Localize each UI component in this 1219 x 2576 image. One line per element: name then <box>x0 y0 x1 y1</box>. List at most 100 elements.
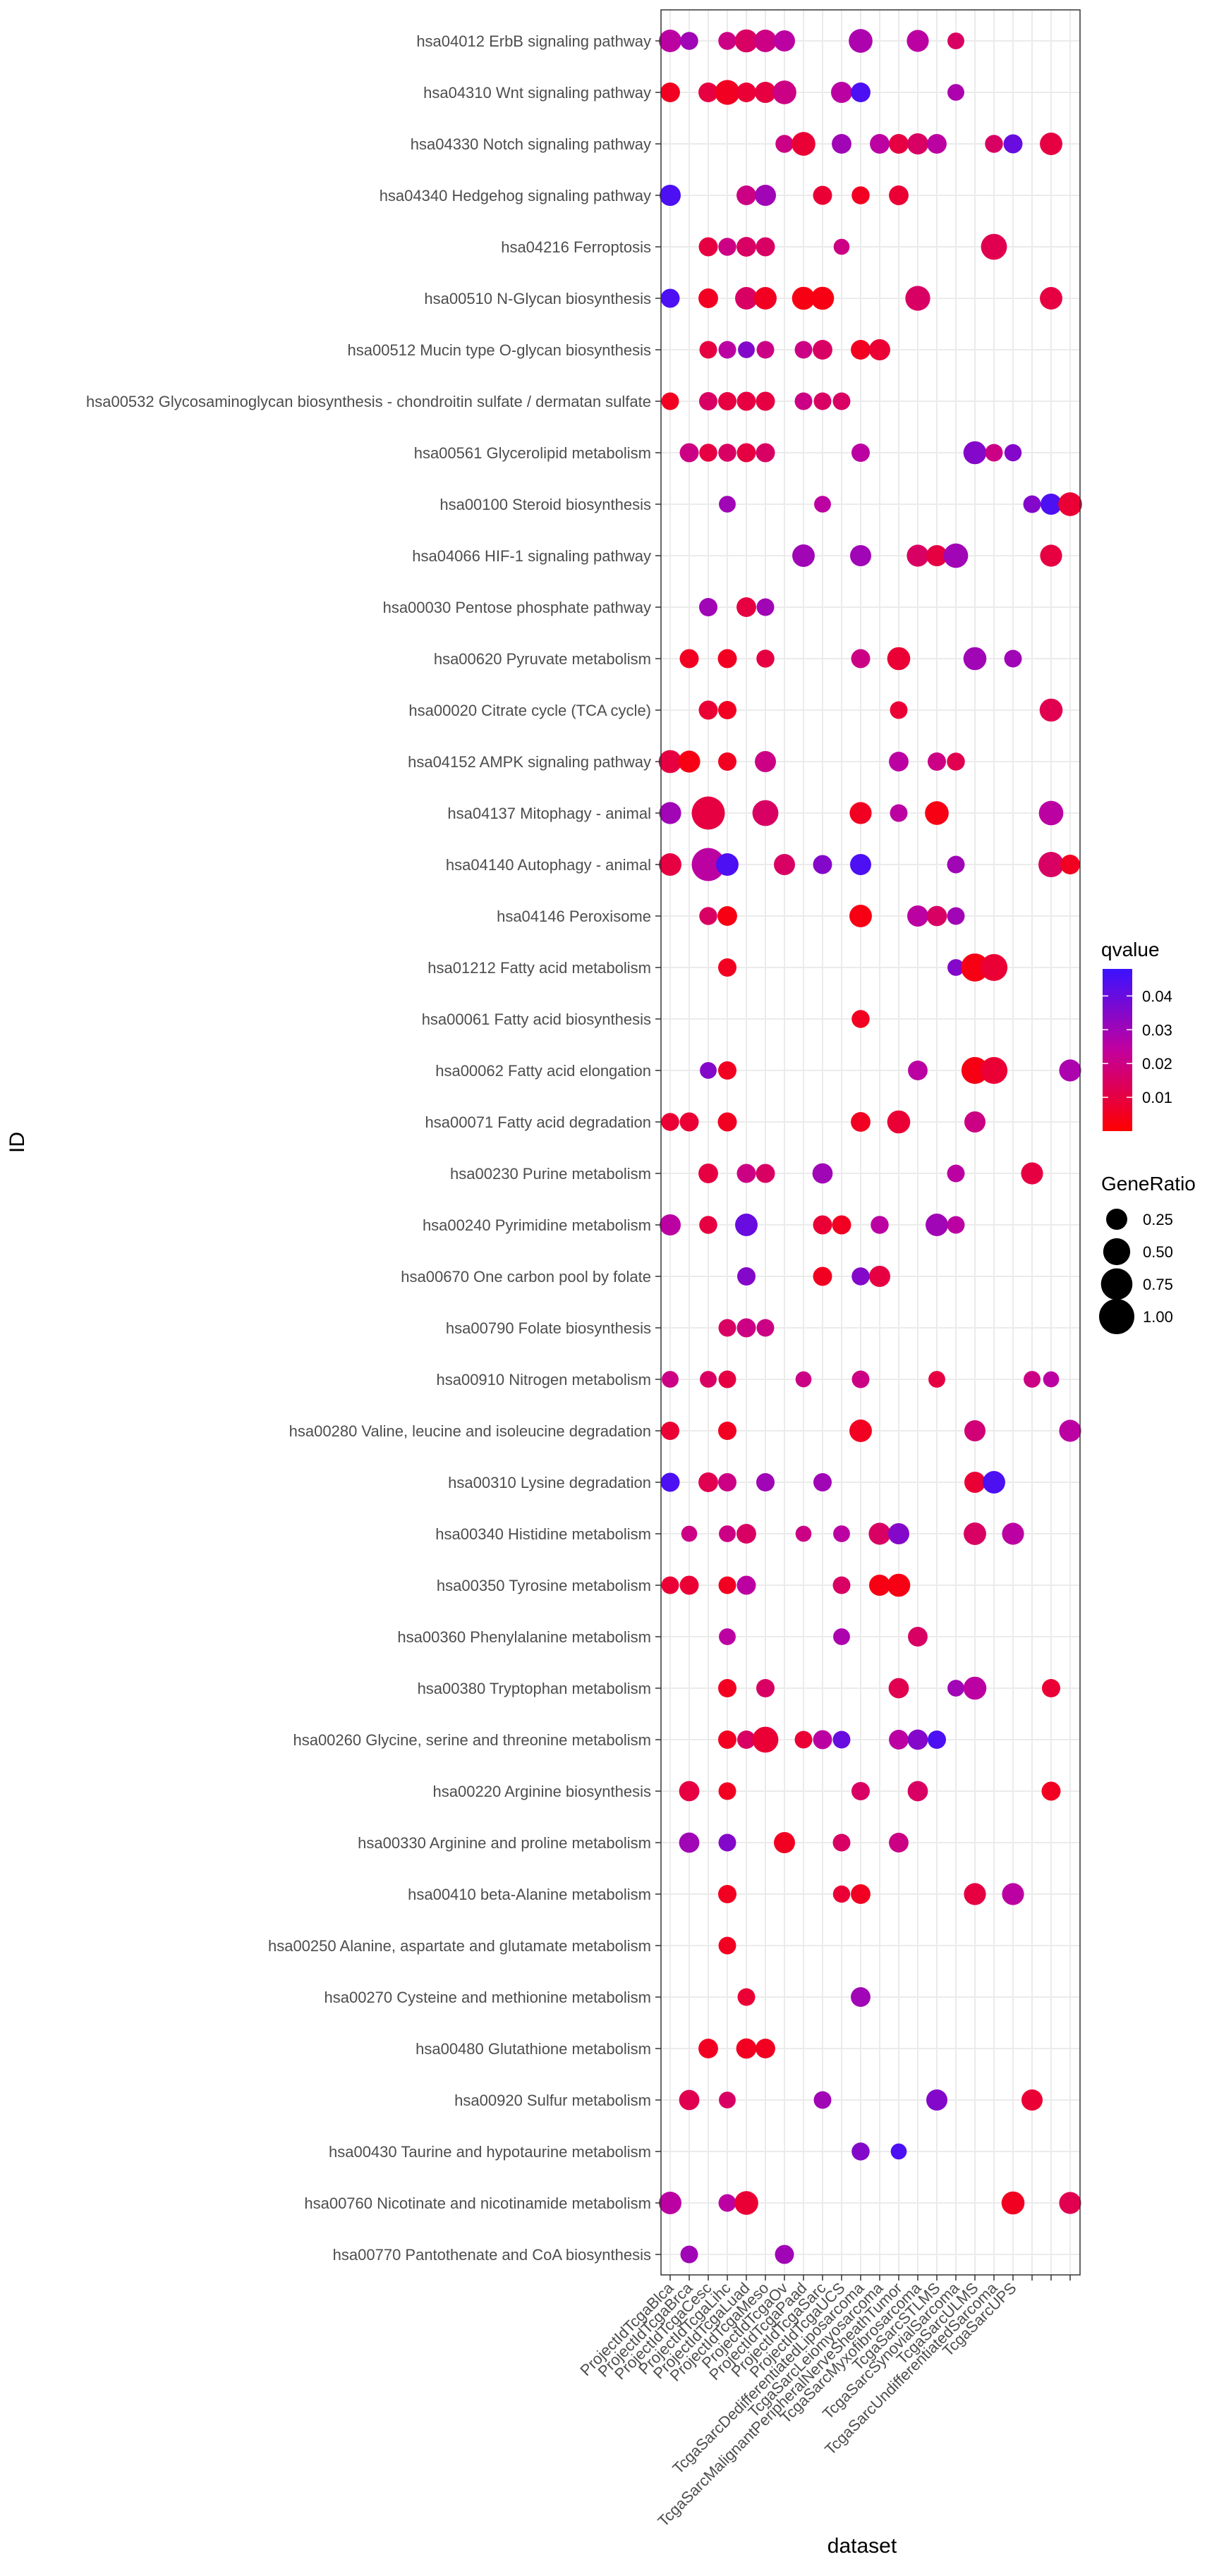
generatio-key <box>1100 1268 1133 1300</box>
data-point <box>1004 649 1022 668</box>
data-point <box>851 1782 870 1800</box>
data-point <box>660 83 680 102</box>
data-point <box>718 1576 736 1594</box>
data-point <box>756 649 775 668</box>
data-point <box>1021 1162 1043 1185</box>
y-tick-label: hsa00430 Taurine and hypotaurine metabol… <box>329 2143 651 2161</box>
data-point <box>928 1371 945 1388</box>
data-point <box>736 1575 756 1595</box>
data-point <box>699 444 717 462</box>
data-point <box>947 32 964 49</box>
y-tick-label: hsa00330 Arginine and proline metabolism <box>358 1834 651 1852</box>
data-point <box>736 2038 757 2059</box>
data-point <box>794 341 813 359</box>
data-point <box>813 1473 832 1491</box>
y-tick-label: hsa00270 Cysteine and methionine metabol… <box>324 1989 651 2006</box>
data-point <box>832 1576 851 1594</box>
data-point <box>735 287 758 310</box>
data-point <box>794 1730 813 1749</box>
data-point <box>1058 492 1082 516</box>
y-tick-label: hsa00360 Phenylalanine metabolism <box>397 1628 651 1646</box>
y-tick-label: hsa00020 Citrate cycle (TCA cycle) <box>408 702 651 719</box>
data-point <box>813 185 832 205</box>
data-point <box>851 649 871 669</box>
y-tick-label: hsa00280 Valine, leucine and isoleucine … <box>289 1422 651 1440</box>
data-point <box>831 82 852 103</box>
data-point <box>678 750 701 773</box>
data-point <box>736 83 756 102</box>
data-point <box>718 958 736 977</box>
y-tick-label: hsa00380 Tryptophan metabolism <box>418 1680 651 1697</box>
data-point <box>851 1987 871 2007</box>
data-point <box>661 392 679 410</box>
data-point <box>947 1164 965 1183</box>
data-point <box>736 1164 756 1183</box>
data-point <box>661 1113 679 1131</box>
data-point <box>734 2191 758 2215</box>
data-point <box>1003 134 1023 154</box>
y-tick-label: hsa00220 Arginine biosynthesis <box>433 1783 651 1800</box>
data-point <box>964 1472 985 1493</box>
data-point <box>832 1215 851 1235</box>
data-point <box>1004 444 1022 462</box>
y-tick-label: hsa04340 Hedgehog signaling pathway <box>380 187 651 205</box>
data-point <box>947 1680 964 1697</box>
data-point <box>719 2092 736 2108</box>
data-point <box>718 1730 736 1749</box>
data-point <box>718 238 736 256</box>
data-point <box>735 1214 758 1236</box>
data-point <box>943 543 969 568</box>
data-point <box>700 1062 717 1079</box>
data-point <box>1024 1371 1041 1388</box>
data-point <box>660 1472 680 1492</box>
generatio-key-label: 1.00 <box>1143 1308 1173 1326</box>
data-point <box>679 443 699 463</box>
data-point <box>756 2039 775 2058</box>
qvalue-colorbar <box>1103 969 1132 1131</box>
data-point <box>719 1525 736 1542</box>
data-point <box>700 1371 717 1388</box>
data-point <box>926 905 947 927</box>
data-point <box>813 855 832 874</box>
y-tick-label: hsa04012 ErbB signaling pathway <box>416 32 651 50</box>
data-point <box>679 1575 699 1595</box>
data-point <box>927 134 947 154</box>
data-point <box>718 1885 736 1903</box>
data-point <box>980 953 1008 982</box>
data-point <box>928 1730 946 1749</box>
data-point <box>926 1214 948 1236</box>
data-point <box>868 1522 891 1545</box>
data-point <box>795 1525 812 1542</box>
data-point <box>775 135 794 153</box>
data-point <box>698 83 718 102</box>
data-point <box>1038 800 1064 826</box>
y-tick-label: hsa04140 Autophagy - animal <box>446 856 651 874</box>
data-point <box>1059 2192 1081 2214</box>
data-point <box>887 647 911 671</box>
generatio-legend-keys: 0.25 0.50 0.75 1.00 <box>1099 1209 1173 1334</box>
generatio-legend-title: GeneRatio <box>1101 1173 1196 1195</box>
data-point <box>718 1679 736 1697</box>
data-point <box>887 1573 911 1597</box>
generatio-key-label: 0.25 <box>1143 1211 1173 1228</box>
data-point <box>813 392 832 410</box>
data-point <box>890 701 908 719</box>
data-point <box>813 340 832 360</box>
data-point <box>1043 1371 1060 1388</box>
data-point <box>774 30 795 51</box>
data-point <box>906 30 929 52</box>
data-point <box>752 800 779 826</box>
data-point <box>980 1056 1008 1085</box>
data-point <box>718 1936 736 1955</box>
qvalue-tick-label: 0.03 <box>1142 1021 1172 1039</box>
data-point <box>659 2192 681 2214</box>
data-point <box>906 544 929 567</box>
y-tick-label: hsa01212 Fatty acid metabolism <box>427 959 651 977</box>
data-point <box>679 649 699 669</box>
y-tick-label: hsa04152 AMPK signaling pathway <box>408 753 651 771</box>
data-point <box>813 1266 832 1286</box>
generatio-key <box>1099 1299 1134 1334</box>
data-point <box>1040 133 1062 155</box>
generatio-key-label: 0.50 <box>1143 1243 1173 1261</box>
